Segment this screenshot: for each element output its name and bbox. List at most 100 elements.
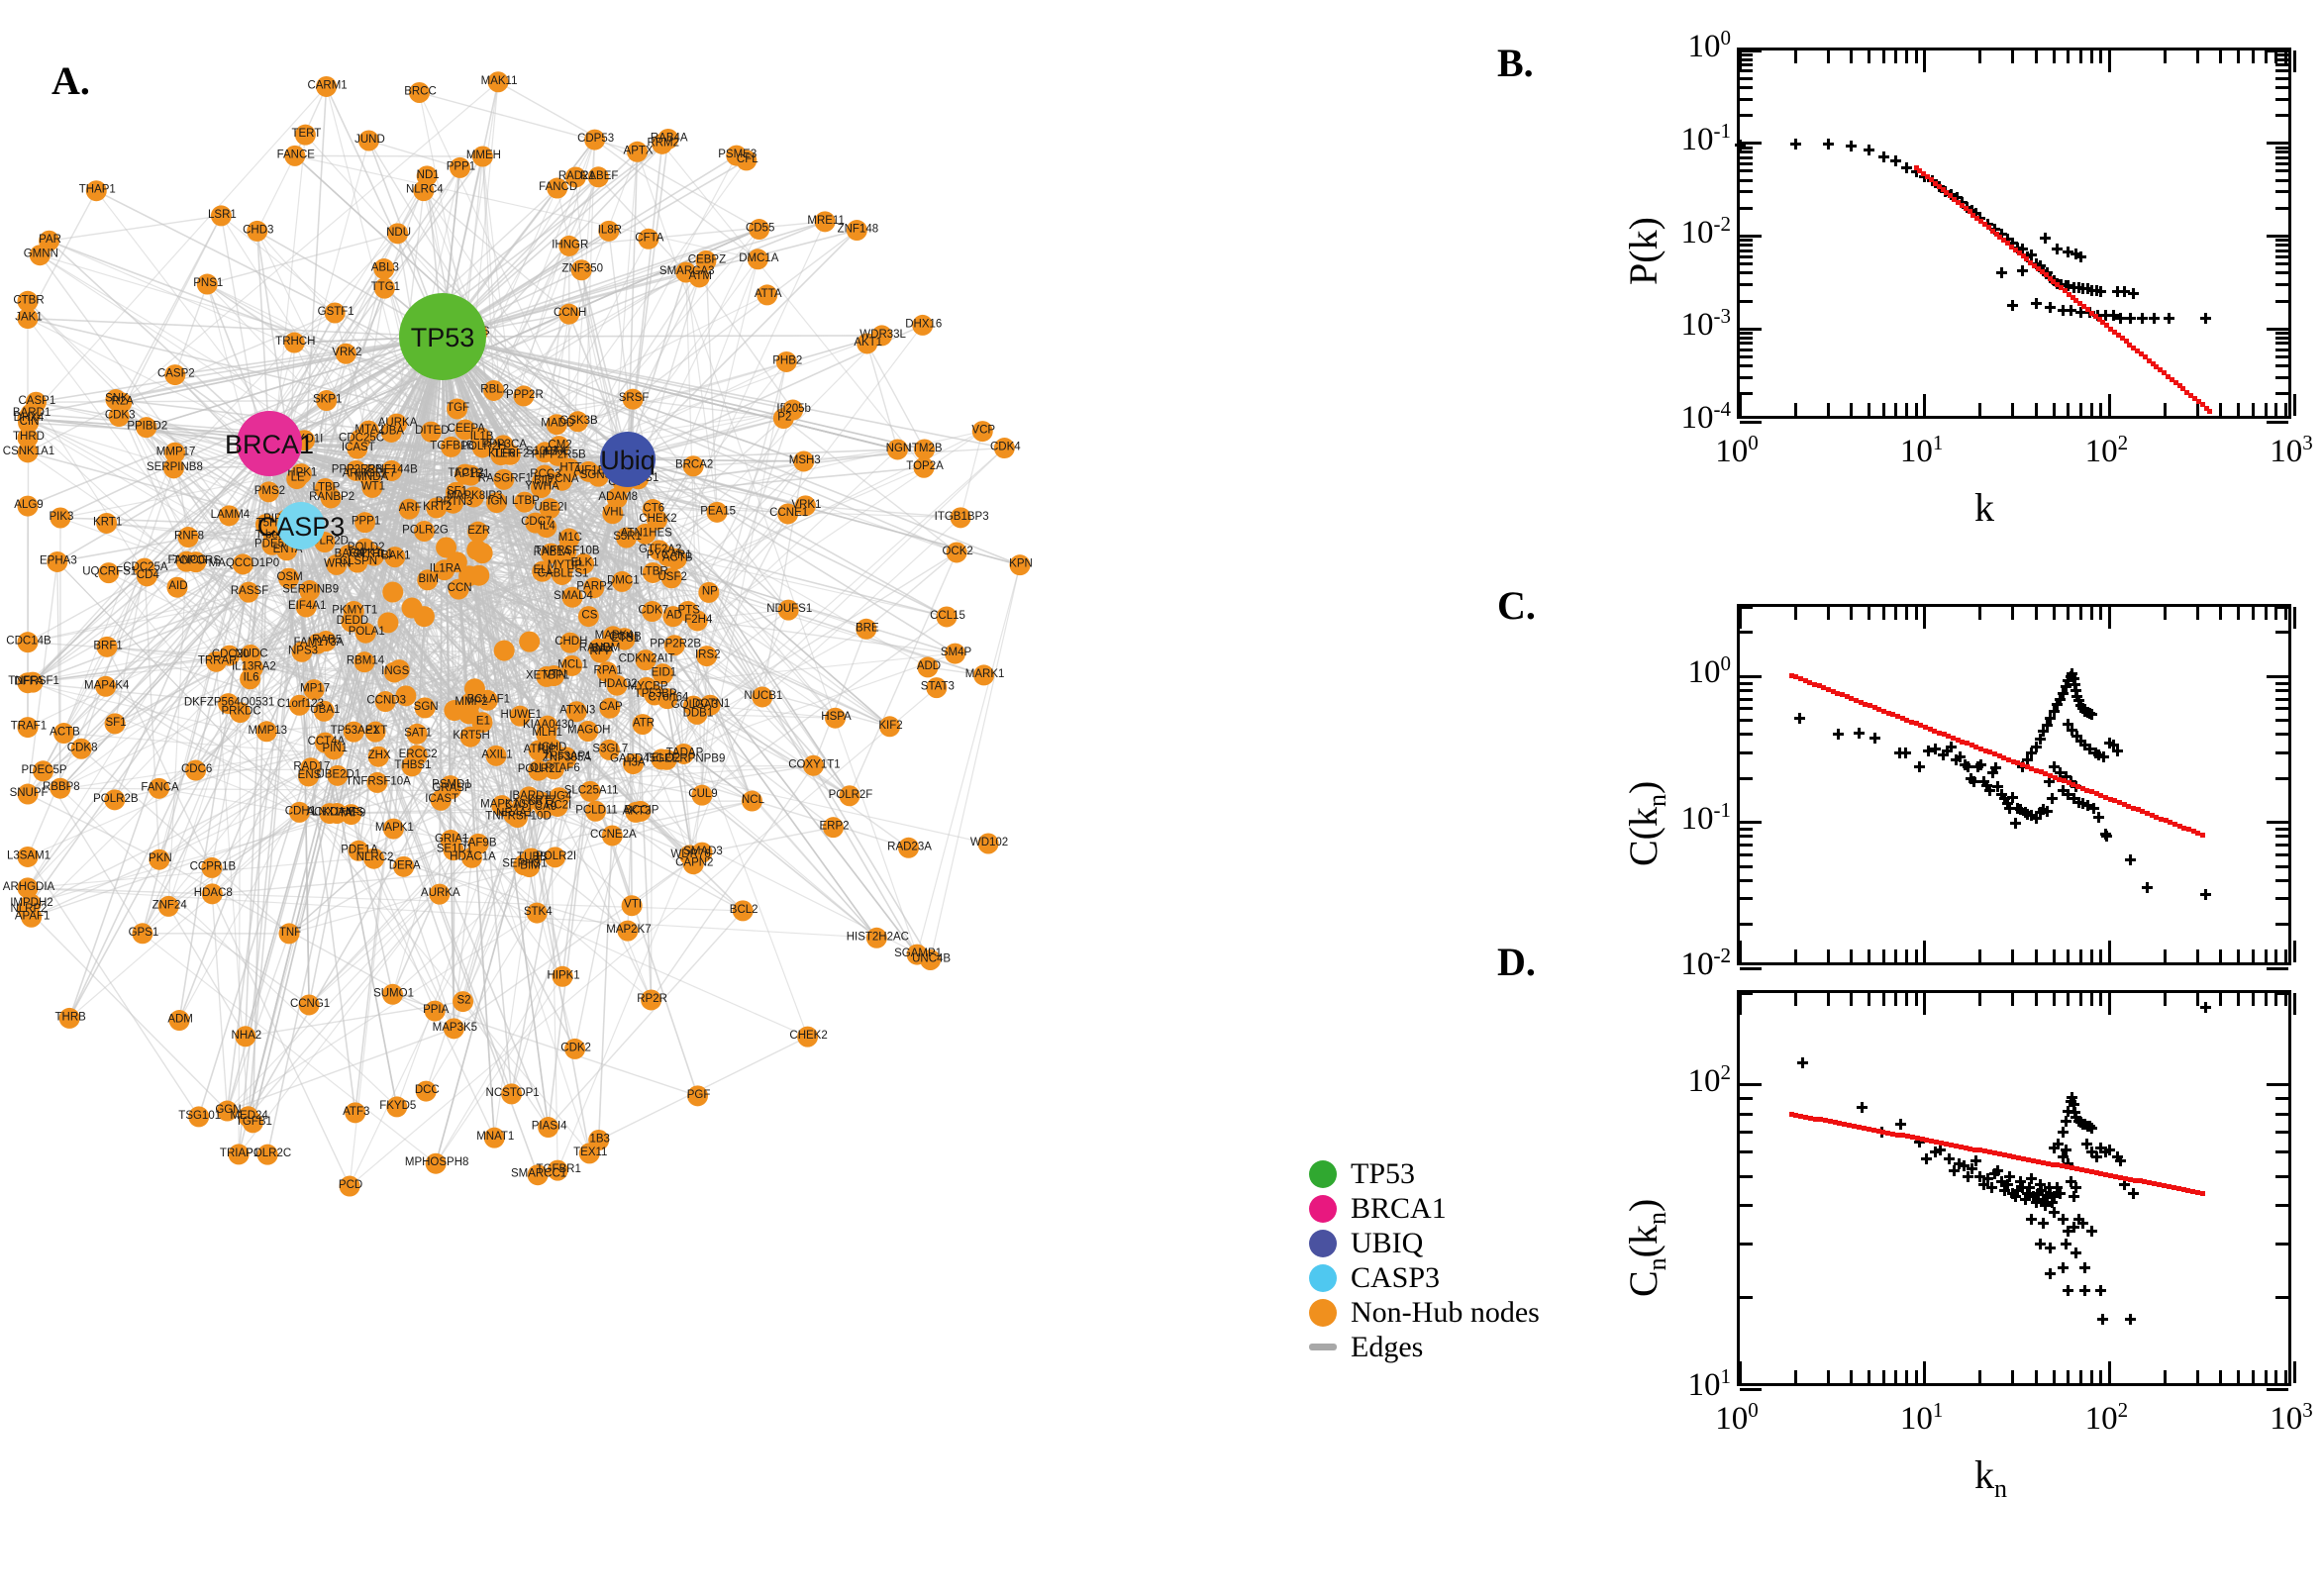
- network-node[interactable]: [556, 542, 577, 563]
- network-node[interactable]: [946, 542, 967, 563]
- network-node[interactable]: [485, 745, 507, 766]
- network-node[interactable]: [316, 75, 338, 97]
- network-node[interactable]: [549, 787, 570, 809]
- network-node[interactable]: [426, 497, 448, 519]
- network-node[interactable]: [823, 817, 845, 839]
- network-node[interactable]: [558, 303, 580, 325]
- network-node[interactable]: [50, 507, 71, 529]
- network-node[interactable]: [278, 923, 300, 945]
- network-node[interactable]: [105, 389, 127, 411]
- network-node[interactable]: [561, 654, 583, 676]
- network-node[interactable]: [641, 989, 662, 1011]
- network-node[interactable]: [278, 567, 300, 589]
- network-node[interactable]: [17, 442, 39, 463]
- network-node[interactable]: [564, 166, 586, 188]
- network-node[interactable]: [486, 492, 508, 514]
- network-node[interactable]: [434, 559, 455, 581]
- network-node[interactable]: [971, 421, 993, 443]
- network-node[interactable]: [395, 685, 417, 707]
- network-node[interactable]: [185, 551, 207, 573]
- network-node[interactable]: [749, 219, 770, 241]
- network-node[interactable]: [257, 481, 279, 503]
- network-node[interactable]: [757, 284, 778, 306]
- network-node[interactable]: [501, 1083, 523, 1105]
- network-node[interactable]: [528, 759, 550, 781]
- network-node[interactable]: [687, 1085, 709, 1107]
- network-node[interactable]: [327, 764, 349, 786]
- network-node[interactable]: [341, 611, 362, 633]
- network-node[interactable]: [993, 438, 1015, 459]
- network-node[interactable]: [398, 498, 420, 520]
- network-node[interactable]: [483, 379, 505, 401]
- network-node[interactable]: [132, 923, 153, 945]
- network-node[interactable]: [459, 692, 481, 714]
- network-node[interactable]: [149, 848, 170, 870]
- network-node[interactable]: [534, 797, 556, 819]
- network-node[interactable]: [377, 612, 399, 634]
- network-node[interactable]: [601, 825, 623, 847]
- network-node[interactable]: [386, 1096, 408, 1118]
- network-node[interactable]: [468, 564, 490, 586]
- network-node[interactable]: [777, 503, 799, 525]
- network-node[interactable]: [388, 659, 410, 681]
- network-node[interactable]: [429, 883, 451, 905]
- network-node[interactable]: [696, 646, 718, 667]
- network-node[interactable]: [627, 141, 649, 162]
- network-node[interactable]: [487, 71, 509, 93]
- network-node[interactable]: [460, 847, 482, 868]
- network-node[interactable]: [230, 702, 252, 724]
- network-node[interactable]: [493, 640, 515, 661]
- network-node[interactable]: [384, 547, 406, 568]
- network-node[interactable]: [235, 1026, 256, 1047]
- network-node[interactable]: [588, 1130, 610, 1151]
- network-node[interactable]: [493, 468, 515, 490]
- network-node[interactable]: [454, 463, 476, 485]
- network-node[interactable]: [53, 723, 75, 745]
- network-node[interactable]: [570, 259, 592, 281]
- network-node[interactable]: [454, 419, 476, 441]
- network-node[interactable]: [364, 721, 386, 743]
- network-node[interactable]: [616, 527, 638, 549]
- network-node[interactable]: [354, 622, 376, 644]
- network-node[interactable]: [25, 391, 47, 413]
- network-node[interactable]: [313, 700, 335, 722]
- network-node[interactable]: [17, 783, 39, 805]
- network-node[interactable]: [540, 543, 561, 564]
- network-node[interactable]: [802, 754, 824, 776]
- network-node[interactable]: [662, 606, 684, 628]
- network-node[interactable]: [297, 765, 319, 787]
- network-node[interactable]: [642, 561, 663, 583]
- network-node[interactable]: [96, 636, 118, 657]
- network-node[interactable]: [401, 597, 423, 619]
- network-node[interactable]: [387, 223, 409, 245]
- network-node[interactable]: [547, 177, 568, 199]
- network-node[interactable]: [797, 1026, 819, 1047]
- network-node[interactable]: [177, 527, 199, 549]
- network-node[interactable]: [642, 499, 663, 521]
- network-node[interactable]: [587, 166, 609, 188]
- network-node[interactable]: [288, 801, 310, 823]
- network-node[interactable]: [691, 784, 713, 806]
- network-node[interactable]: [382, 818, 404, 840]
- network-node[interactable]: [682, 695, 704, 717]
- network-node[interactable]: [635, 649, 656, 671]
- network-node[interactable]: [573, 553, 595, 575]
- network-node[interactable]: [409, 82, 431, 104]
- network-node[interactable]: [622, 388, 644, 410]
- network-node[interactable]: [17, 308, 39, 330]
- network-node[interactable]: [295, 596, 317, 618]
- network-node[interactable]: [415, 1080, 437, 1102]
- network-node[interactable]: [585, 800, 607, 822]
- network-node[interactable]: [547, 1159, 568, 1181]
- network-node[interactable]: [218, 505, 240, 527]
- network-node[interactable]: [747, 249, 768, 270]
- network-node[interactable]: [58, 1007, 80, 1029]
- network-node[interactable]: [794, 495, 816, 517]
- network-node[interactable]: [449, 156, 470, 178]
- network-node[interactable]: [611, 570, 633, 592]
- network-node[interactable]: [335, 343, 356, 364]
- network-node[interactable]: [652, 663, 673, 685]
- network-node[interactable]: [459, 726, 481, 748]
- network-node[interactable]: [95, 675, 117, 697]
- network-node[interactable]: [564, 1038, 586, 1059]
